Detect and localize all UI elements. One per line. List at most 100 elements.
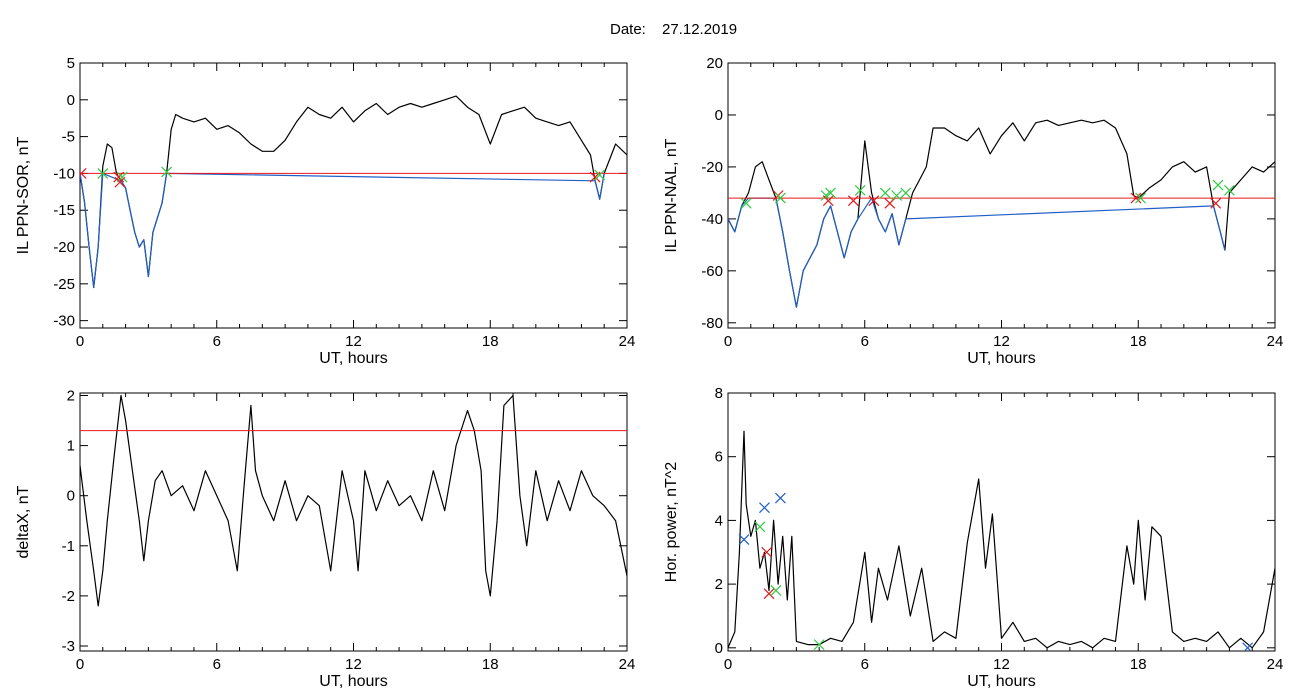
x-axis-label: UT, hours: [319, 350, 387, 367]
event-marker: [161, 166, 173, 178]
x-tick-label: 18: [482, 656, 499, 673]
x-tick-label: 6: [213, 333, 221, 350]
event-marker: [738, 534, 750, 545]
y-axis-label: IL PPN-SOR, nT: [15, 136, 32, 254]
x-tick-label: 24: [619, 656, 636, 673]
x-axis-label: UT, hours: [967, 673, 1035, 690]
event-marker: [900, 187, 912, 199]
event-marker: [1210, 197, 1222, 209]
event-marker: [1242, 642, 1254, 651]
event-marker: [868, 195, 880, 207]
y-tick-label: 6: [715, 449, 723, 466]
event-marker: [761, 546, 773, 558]
y-tick-label: -60: [701, 263, 723, 280]
y-tick-label: 1: [67, 438, 75, 455]
y-tick-label: -80: [701, 315, 723, 332]
event-marker: [80, 167, 87, 179]
series-line: [80, 394, 627, 607]
panel-sor: 0 6 12 18 24 5 0 -5 -10 -15 -20 -25 -30 UT, hours IL P…: [15, 55, 635, 367]
y-tick-label: 4: [715, 512, 723, 529]
y-tick-label: 0: [67, 488, 75, 505]
panel-nal: 0 6 12 18 24 20 0 -20 -40 -60 -80 UT, hours IL PPN-N…: [663, 55, 1283, 367]
y-tick-label: -30: [53, 313, 75, 330]
x-tick-label: 12: [345, 333, 362, 350]
x-tick-label: 24: [1267, 656, 1284, 673]
y-tick-label: -20: [701, 159, 723, 176]
x-tick-label: 24: [1267, 333, 1284, 350]
y-axis-label: Hor. power, nT^2: [663, 462, 680, 583]
y-tick-label: -15: [53, 202, 75, 219]
x-tick-label: 12: [993, 656, 1010, 673]
y-axis-label: IL PPN-NAL, nT: [663, 138, 680, 252]
data-layer: [80, 95, 627, 289]
panel-deltax: 0 6 12 18 24 2 1 0 -1 -2 -3 UT, hours deltaX, nT: [15, 388, 635, 690]
series-line: [728, 197, 1226, 308]
event-marker: [1135, 192, 1146, 204]
y-tick-label: -20: [53, 239, 75, 256]
y-tick-label: 5: [67, 55, 75, 72]
event-marker: [594, 169, 606, 181]
x-tick-label: 0: [76, 333, 84, 350]
event-marker: [879, 187, 891, 199]
x-tick-label: 0: [724, 333, 732, 350]
x-tick-label: 6: [861, 656, 869, 673]
event-marker: [97, 167, 109, 179]
event-marker: [884, 197, 896, 209]
event-marker: [847, 195, 859, 207]
series-line: [80, 172, 605, 289]
y-tick-label: -5: [62, 129, 75, 146]
event-marker: [825, 187, 836, 199]
y-tick-label: -1: [62, 538, 75, 555]
y-tick-label: 2: [67, 388, 75, 405]
x-axis-label: UT, hours: [967, 350, 1035, 367]
y-tick-label: 0: [715, 107, 723, 124]
y-tick-label: -25: [53, 276, 75, 293]
series-line: [728, 430, 1275, 649]
y-tick-label: -3: [62, 638, 75, 655]
series-line: [80, 95, 627, 289]
event-marker: [770, 585, 782, 596]
event-marker: [759, 502, 770, 514]
panel-horpower: 0 6 12 18 24 8 6 4 2 0 UT, hours Hor. power, nT^2: [663, 385, 1283, 690]
event-marker: [114, 176, 126, 188]
x-tick-label: 6: [861, 333, 869, 350]
y-tick-label: 2: [715, 576, 723, 593]
event-marker: [822, 195, 834, 207]
y-axis-label: deltaX, nT: [15, 485, 32, 558]
series-line: [728, 119, 1275, 308]
x-tick-label: 6: [213, 656, 221, 673]
y-tick-label: 8: [715, 385, 723, 402]
plot-frame: [727, 62, 1276, 329]
x-tick-label: 0: [724, 656, 732, 673]
plot-frame: [79, 62, 628, 329]
event-marker: [1212, 179, 1224, 191]
y-tick-label: 0: [67, 92, 75, 109]
y-tick-label: 0: [715, 640, 723, 657]
event-marker: [774, 192, 786, 204]
event-marker: [774, 492, 786, 504]
x-tick-label: 18: [1130, 656, 1147, 673]
event-marker: [854, 184, 866, 196]
event-marker: [891, 190, 903, 201]
x-tick-label: 18: [482, 333, 499, 350]
y-tick-label: -40: [701, 211, 723, 228]
x-axis-label: UT, hours: [319, 673, 387, 690]
y-tick-label: -2: [62, 588, 75, 605]
date-value: 27.12.2019: [662, 21, 737, 38]
event-marker: [813, 639, 825, 651]
y-tick-label: 20: [706, 55, 723, 72]
plot-frame: [727, 392, 1276, 652]
x-tick-label: 24: [619, 333, 636, 350]
event-marker: [754, 521, 766, 533]
x-tick-label: 12: [345, 656, 362, 673]
data-layer: [80, 394, 627, 607]
x-tick-label: 12: [993, 333, 1010, 350]
x-tick-label: 0: [76, 656, 84, 673]
event-marker: [1130, 192, 1142, 204]
event-marker: [763, 588, 775, 600]
event-marker: [1223, 184, 1235, 196]
date-label: Date:: [610, 21, 646, 38]
data-layer: [728, 430, 1275, 651]
y-tick-label: -10: [53, 165, 75, 182]
